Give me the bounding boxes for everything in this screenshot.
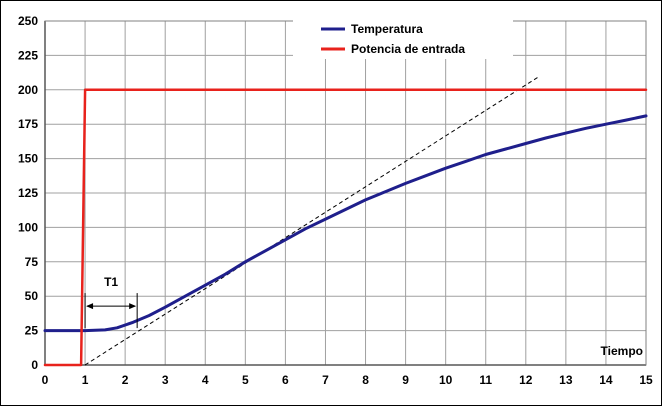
y-tick-label: 175 — [18, 117, 38, 131]
series-line-temperatura — [43, 114, 648, 333]
t1-label: T1 — [104, 275, 118, 289]
y-tick-label: 125 — [18, 186, 38, 200]
x-tick-label: 3 — [162, 373, 169, 387]
y-tick-label: 25 — [25, 324, 39, 338]
x-tick-label: 0 — [42, 373, 49, 387]
y-tick-label: 225 — [18, 48, 38, 62]
legend-label: Potencia de entrada — [351, 42, 465, 56]
x-tick-label: 9 — [402, 373, 409, 387]
series-line-potencia — [43, 88, 648, 367]
x-tick-label: 7 — [322, 373, 329, 387]
y-tick-label: 200 — [18, 83, 38, 97]
x-tick-label: 6 — [282, 373, 289, 387]
x-axis-label: Tiempo — [601, 344, 643, 358]
y-tick-label: 100 — [18, 220, 38, 234]
x-tick-label: 8 — [362, 373, 369, 387]
y-tick-label: 75 — [25, 255, 39, 269]
x-tick-label: 15 — [639, 373, 653, 387]
x-tick-label: 5 — [242, 373, 249, 387]
x-tick-label: 2 — [122, 373, 129, 387]
x-tick-label: 10 — [439, 373, 453, 387]
x-tick-label: 14 — [599, 373, 613, 387]
t1-arrowhead-right — [129, 303, 137, 310]
y-tick-label: 50 — [25, 289, 39, 303]
x-tick-label: 1 — [82, 373, 89, 387]
x-tick-label: 13 — [559, 373, 573, 387]
tangent-line — [84, 75, 541, 366]
t1-arrowhead-left — [86, 303, 94, 310]
x-tick-label: 4 — [202, 373, 209, 387]
x-tick-label: 11 — [479, 373, 492, 387]
y-tick-label: 250 — [18, 14, 38, 28]
y-tick-label: 150 — [18, 152, 38, 166]
legend-label: Temperatura — [351, 22, 423, 36]
x-tick-label: 12 — [519, 373, 533, 387]
y-tick-label: 0 — [31, 358, 38, 372]
legend-box — [293, 17, 513, 59]
